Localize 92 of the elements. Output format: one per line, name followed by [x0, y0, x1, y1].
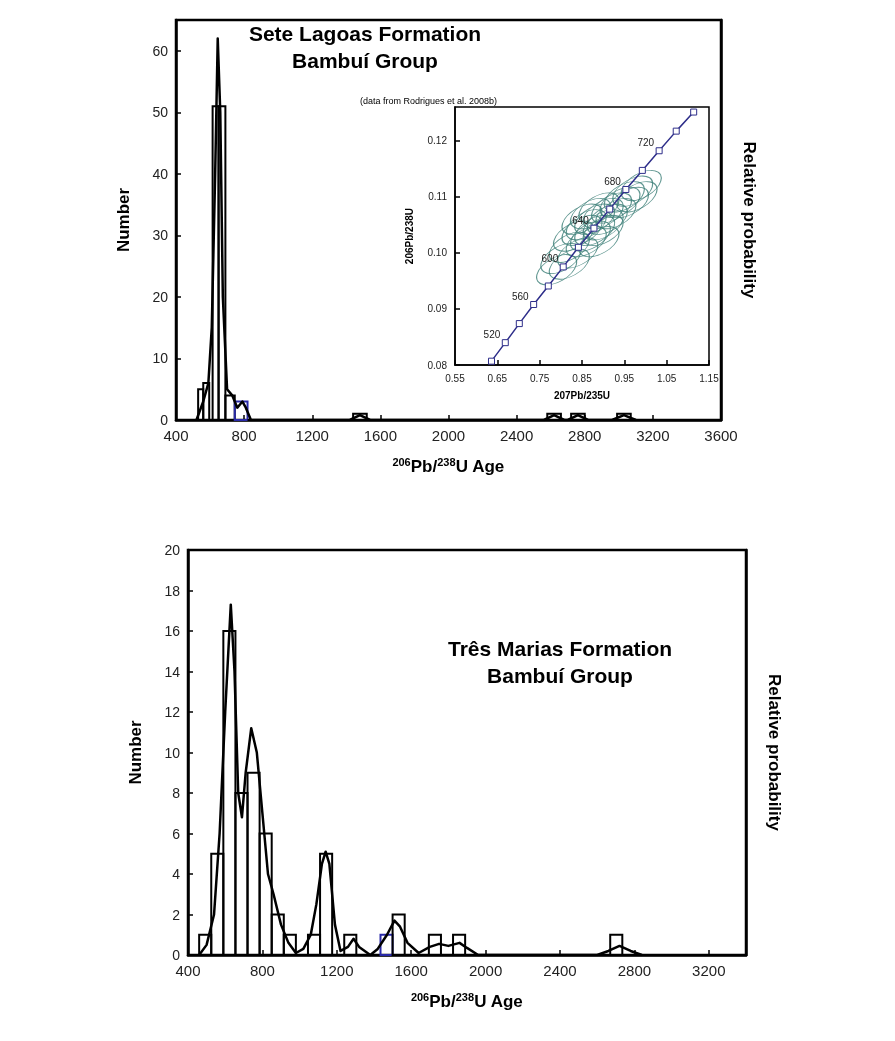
y-tick-label: 60 [152, 42, 169, 59]
y-tick-label: 8 [172, 785, 181, 801]
x-axis-title: 207Pb/235U [553, 389, 611, 401]
text: Três Marias Formation [447, 637, 673, 660]
point [620, 169, 662, 202]
point [608, 186, 650, 219]
point [574, 214, 616, 247]
x-tick-label: 400 [163, 427, 189, 444]
x-tick-label: 1200 [295, 427, 329, 444]
x-tick-label: 800 [249, 962, 275, 979]
x-tick-label: 1600 [363, 427, 398, 444]
y-axis-title: Number [114, 187, 133, 253]
x-tick-label: 1200 [320, 962, 354, 979]
point [557, 237, 599, 269]
point [544, 282, 552, 290]
point [574, 243, 582, 251]
annotation: 560 [511, 291, 530, 302]
annotation: 640 [572, 214, 590, 226]
point [655, 147, 663, 155]
point [536, 254, 578, 286]
y-tick-label: 14 [164, 663, 181, 680]
x-tick-label: 2800 [568, 427, 602, 444]
point [606, 205, 614, 213]
y2-axis-title: Relative probability [740, 141, 759, 299]
y-tick-label: 0.10 [427, 247, 448, 259]
y-tick-label: 4 [172, 866, 181, 882]
point [578, 226, 620, 258]
x-tick-label: 2400 [543, 962, 577, 979]
point [599, 186, 641, 219]
y-axis-title: Number [126, 720, 145, 785]
y-tick-label: 0.08 [427, 359, 448, 371]
chart-title: Sete Lagoas Formation [248, 22, 482, 45]
point [565, 226, 607, 258]
y-tick-label: 40 [152, 165, 169, 182]
text: Bambuí Group [487, 664, 633, 687]
point [690, 108, 698, 116]
y-tick-label: 20 [164, 542, 181, 558]
annotation: 720 [637, 137, 655, 149]
point [540, 242, 582, 275]
y-tick-label: 20 [152, 288, 169, 305]
x-tick-label: 3200 [636, 427, 670, 444]
y-tick-label: 0.11 [428, 191, 448, 203]
y2-axis-title: Relative probability [765, 674, 784, 832]
y-tick-label: 0 [160, 412, 169, 428]
x-tick-label: 800 [231, 427, 257, 444]
point [501, 339, 509, 347]
x-tick-label: 2000 [431, 427, 466, 444]
point [590, 224, 598, 232]
annotation: 520 [483, 329, 501, 341]
x-tick-label: 0.95 [614, 372, 635, 384]
y-axis-title: 206Pb/238U [404, 207, 416, 265]
y-tick-label: 2 [172, 906, 181, 923]
y-tick-label: 0.09 [427, 303, 448, 315]
y-tick-label: 6 [172, 825, 181, 842]
y-tick-label: 50 [152, 104, 169, 121]
x-tick-label: 3200 [692, 962, 726, 979]
y-tick-label: 0.12 [427, 135, 448, 147]
text: Bambuí Group [292, 49, 438, 72]
point [638, 166, 646, 174]
y-tick-label: 10 [152, 350, 169, 367]
y-tick-label: 0 [172, 947, 181, 963]
y-tick-label: 12 [164, 704, 181, 720]
x-tick-label: 0.55 [445, 372, 466, 384]
x-tick-label: 2800 [617, 962, 652, 979]
x-tick-label: 0.85 [572, 372, 593, 384]
point [569, 197, 611, 230]
x-tick-label: 400 [175, 962, 201, 979]
x-tick-label: 3600 [704, 427, 738, 444]
annotation: 680 [604, 175, 622, 187]
annotation: 600 [541, 253, 559, 265]
point [487, 357, 495, 365]
x-tick-label: 2400 [499, 427, 534, 444]
x-tick-label: 1.15 [699, 372, 720, 384]
point [622, 185, 630, 193]
x-tick-label: 2000 [468, 962, 503, 979]
point [574, 203, 616, 235]
annotation: (data from Rodrigues et al. 2008b) [360, 95, 498, 106]
x-tick-label: 1.05 [656, 372, 677, 384]
point [672, 127, 680, 135]
y-tick-label: 30 [152, 227, 169, 244]
x-tick-label: 0.75 [529, 372, 550, 384]
point [595, 197, 637, 230]
point [561, 214, 603, 247]
point [515, 320, 523, 328]
x-tick-label: 0.65 [487, 372, 508, 384]
point [530, 301, 538, 308]
y-tick-label: 18 [164, 582, 181, 599]
point [559, 263, 567, 271]
point [591, 192, 633, 224]
y-tick-label: 16 [164, 623, 181, 639]
x-tick-label: 1600 [394, 962, 428, 979]
y-tick-label: 10 [164, 744, 181, 761]
